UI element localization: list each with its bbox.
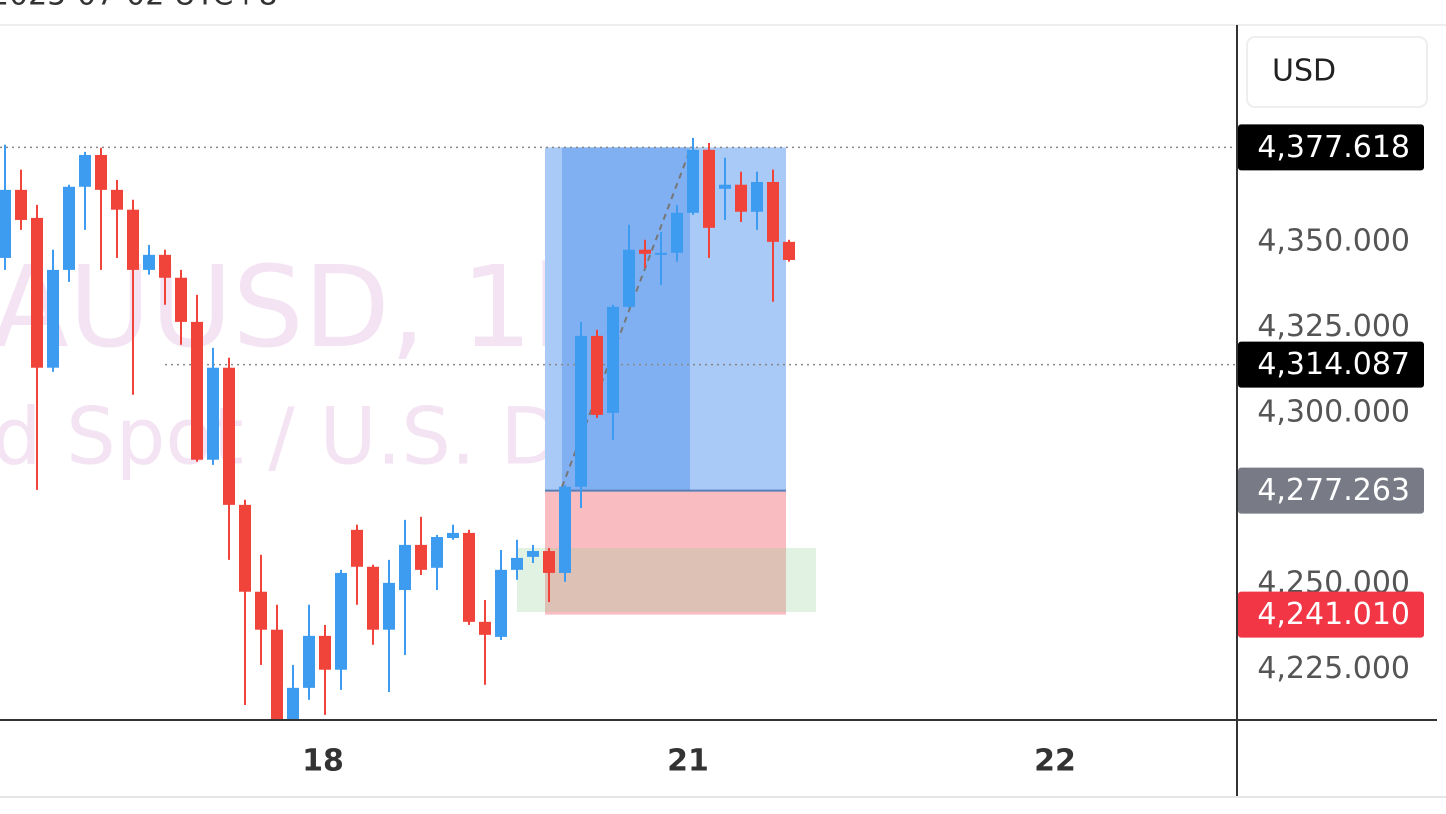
candle-body [319, 635, 331, 670]
candle-body [287, 687, 299, 720]
currency-label[interactable]: USD [1272, 54, 1336, 89]
candle-body [431, 537, 443, 568]
watermark: AUUSD, 1h [0, 243, 603, 373]
candle-body [47, 269, 59, 368]
candle-body [175, 277, 187, 322]
candle-body [511, 557, 523, 570]
plot [0, 137, 795, 720]
candle-body [303, 635, 315, 688]
candle-body [399, 544, 411, 591]
candle-body [607, 306, 619, 413]
candle-body [207, 367, 219, 460]
candle-body [767, 181, 779, 242]
candle-body [719, 184, 731, 189]
candle-body [95, 154, 107, 190]
candle-body [351, 529, 363, 567]
candle-body [591, 335, 603, 415]
price-label: 4,241.010 [1257, 597, 1410, 632]
candle-body [367, 566, 379, 630]
candle-body [527, 551, 539, 557]
candle-body [671, 212, 683, 253]
candle-body [751, 181, 763, 212]
candle-body [703, 149, 715, 228]
candle-body [447, 532, 459, 539]
y-tick-label: 4,300.000 [1257, 394, 1410, 429]
price-label-box [1238, 124, 1424, 171]
candle-body [239, 504, 251, 592]
candle-body [735, 184, 747, 212]
candle-body [255, 591, 267, 630]
candle-body [31, 217, 43, 368]
x-tick-label: 18 [302, 744, 344, 779]
candle-body [639, 249, 651, 254]
candle-body [127, 209, 139, 270]
candle-body [479, 621, 491, 635]
currency-button[interactable] [1246, 36, 1428, 108]
candle-body [223, 367, 235, 505]
candle-body [559, 486, 571, 573]
candle-body [783, 241, 795, 260]
candle-body [79, 154, 91, 187]
x-tick-label: 21 [667, 744, 709, 779]
candle-body [623, 249, 635, 307]
candle-body [159, 254, 171, 278]
candle-body [415, 544, 427, 570]
candle-body [687, 149, 699, 213]
candle-body [335, 572, 347, 670]
candle-body [383, 582, 395, 630]
candle-body [463, 532, 475, 622]
price-label-box [1238, 467, 1424, 514]
timestamp: 2025-07-02 UTC+8 [0, 0, 278, 13]
y-tick-label: 4,325.000 [1257, 309, 1410, 344]
price-label-box [1238, 341, 1424, 388]
candle-body [271, 629, 283, 720]
price-label: 4,277.263 [1257, 473, 1410, 508]
candle-body [0, 189, 11, 258]
price-label: 4,314.087 [1257, 347, 1410, 382]
candle-body [191, 321, 203, 460]
y-tick-label: 4,225.000 [1257, 651, 1410, 686]
stop-zone [545, 490, 786, 615]
candle-body [63, 186, 75, 270]
candle-body [655, 252, 667, 255]
candle-body [575, 335, 587, 487]
price-label: 4,377.618 [1257, 130, 1410, 165]
candle-body [495, 569, 507, 637]
candle-body [15, 189, 27, 220]
x-tick-label: 22 [1034, 744, 1076, 779]
candle-body [143, 254, 155, 270]
candle-body [111, 189, 123, 210]
price-label-box [1238, 591, 1424, 638]
candle-body [543, 551, 555, 573]
y-tick-label: 4,350.000 [1257, 223, 1410, 258]
